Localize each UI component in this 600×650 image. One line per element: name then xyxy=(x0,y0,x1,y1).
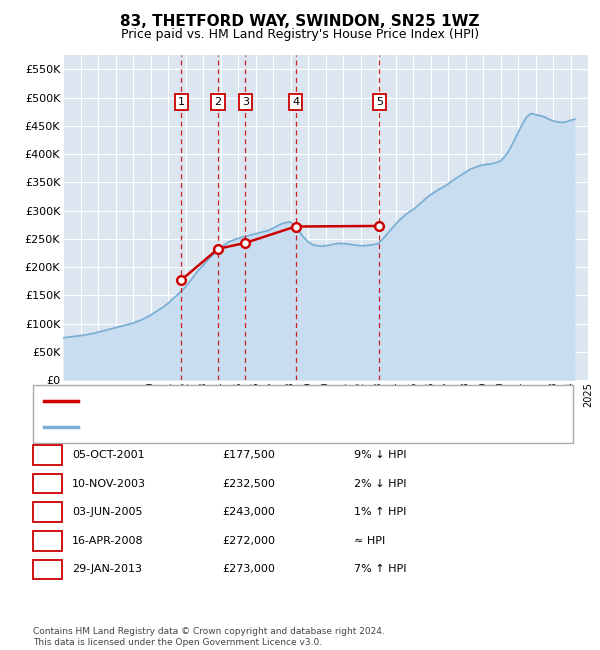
Text: 29-JAN-2013: 29-JAN-2013 xyxy=(72,564,142,575)
Text: £177,500: £177,500 xyxy=(222,450,275,460)
Text: 83, THETFORD WAY, SWINDON, SN25 1WZ: 83, THETFORD WAY, SWINDON, SN25 1WZ xyxy=(120,14,480,29)
Text: 83, THETFORD WAY, SWINDON, SN25 1WZ (detached house): 83, THETFORD WAY, SWINDON, SN25 1WZ (det… xyxy=(84,396,423,406)
Text: HPI: Average price, detached house, Swindon: HPI: Average price, detached house, Swin… xyxy=(84,422,338,432)
Text: £243,000: £243,000 xyxy=(222,507,275,517)
Text: £273,000: £273,000 xyxy=(222,564,275,575)
Text: 1: 1 xyxy=(178,98,185,107)
Text: 1% ↑ HPI: 1% ↑ HPI xyxy=(354,507,406,517)
Text: 4: 4 xyxy=(292,98,299,107)
Text: ≈ HPI: ≈ HPI xyxy=(354,536,385,546)
Text: 3: 3 xyxy=(242,98,249,107)
Text: 1: 1 xyxy=(44,450,51,460)
Text: 7% ↑ HPI: 7% ↑ HPI xyxy=(354,564,407,575)
Text: 3: 3 xyxy=(44,507,51,517)
Text: 2: 2 xyxy=(214,98,221,107)
Text: 5: 5 xyxy=(376,98,383,107)
Text: 03-JUN-2005: 03-JUN-2005 xyxy=(72,507,143,517)
Text: 16-APR-2008: 16-APR-2008 xyxy=(72,536,143,546)
Text: £272,000: £272,000 xyxy=(222,536,275,546)
Text: 2% ↓ HPI: 2% ↓ HPI xyxy=(354,478,407,489)
Text: 5: 5 xyxy=(44,564,51,575)
Text: Contains HM Land Registry data © Crown copyright and database right 2024.
This d: Contains HM Land Registry data © Crown c… xyxy=(33,627,385,647)
Text: £232,500: £232,500 xyxy=(222,478,275,489)
Text: 4: 4 xyxy=(44,536,51,546)
Text: Price paid vs. HM Land Registry's House Price Index (HPI): Price paid vs. HM Land Registry's House … xyxy=(121,28,479,41)
Text: 2: 2 xyxy=(44,478,51,489)
Text: 9% ↓ HPI: 9% ↓ HPI xyxy=(354,450,407,460)
Text: 05-OCT-2001: 05-OCT-2001 xyxy=(72,450,145,460)
Text: 10-NOV-2003: 10-NOV-2003 xyxy=(72,478,146,489)
